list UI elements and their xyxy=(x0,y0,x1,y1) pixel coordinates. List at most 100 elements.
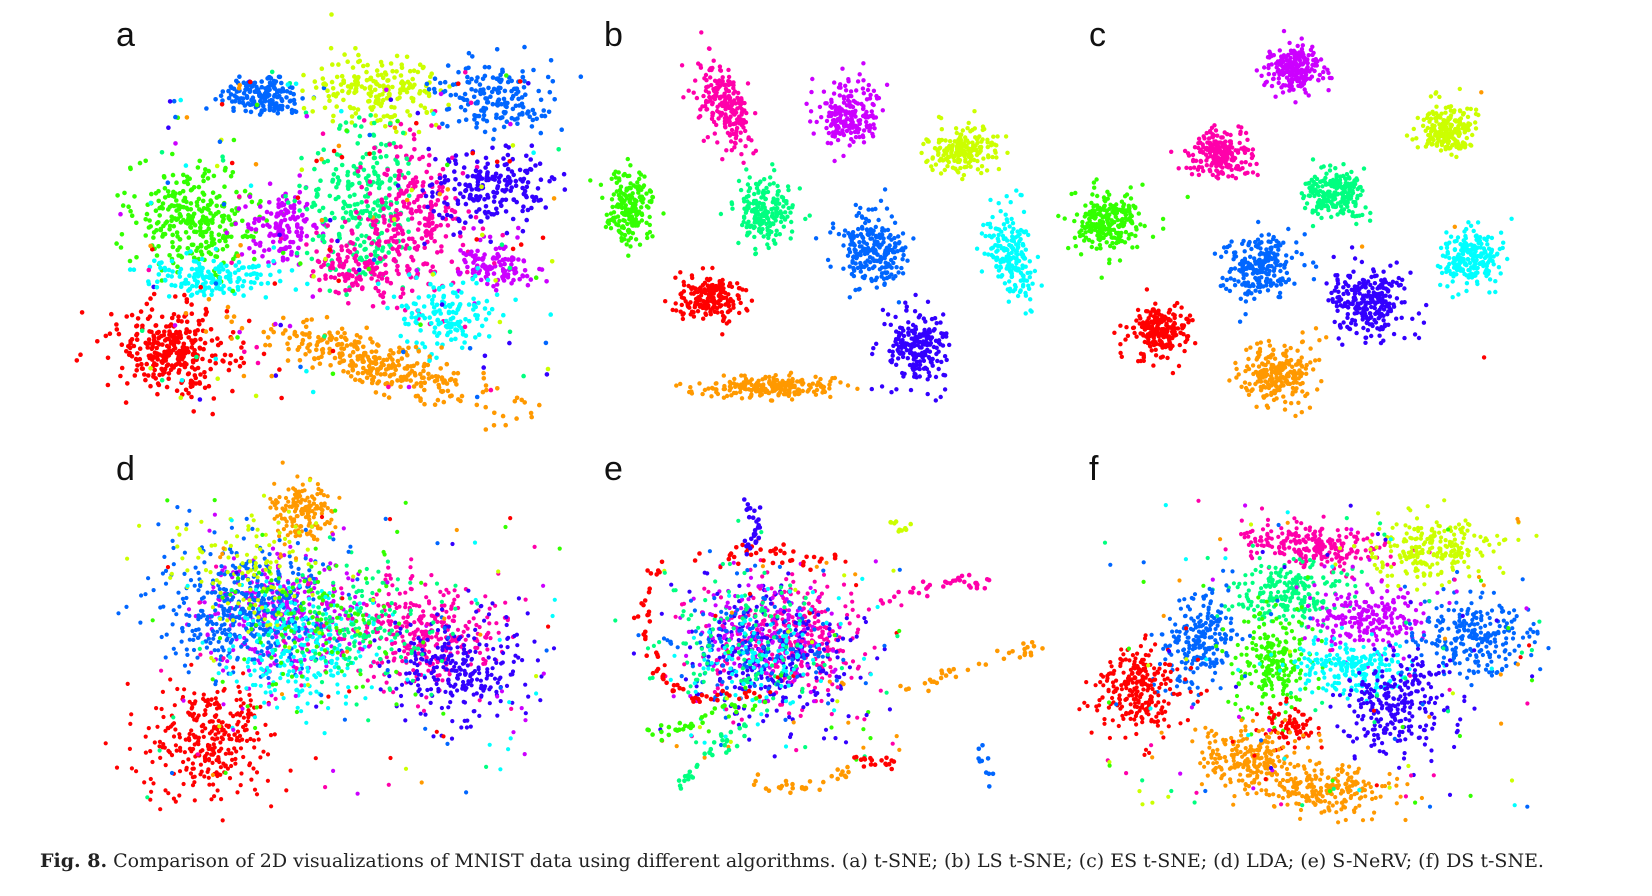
scatter-point xyxy=(211,396,217,401)
scatter-point xyxy=(404,156,410,161)
scatter-point xyxy=(417,220,422,226)
scatter-point xyxy=(285,341,290,347)
scatter-point xyxy=(387,121,393,126)
scatter-point xyxy=(272,281,278,286)
scatter-point xyxy=(448,213,454,219)
scatter-point xyxy=(1020,284,1026,289)
scatter-point xyxy=(186,235,192,240)
scatter-point xyxy=(422,88,427,94)
scatter-point xyxy=(323,276,328,281)
scatter-point xyxy=(445,212,450,218)
scatter-point xyxy=(378,59,384,65)
scatter-point xyxy=(885,250,891,256)
scatter-point xyxy=(202,370,207,375)
scatter-point xyxy=(857,118,863,123)
scatter-point xyxy=(522,44,527,50)
scatter-point xyxy=(247,194,253,199)
scatter-point xyxy=(454,328,460,333)
scatter-point xyxy=(206,168,212,174)
scatter-point xyxy=(1007,224,1012,229)
scatter-point xyxy=(416,204,422,210)
scatter-point xyxy=(163,221,168,226)
scatter-point xyxy=(772,241,777,246)
scatter-point xyxy=(331,172,337,177)
scatter-point xyxy=(148,224,153,229)
scatter-point xyxy=(144,301,150,307)
scatter-point xyxy=(370,261,375,266)
scatter-point xyxy=(395,183,401,188)
scatter-point xyxy=(516,96,521,102)
scatter-point xyxy=(353,269,359,275)
scatter-point xyxy=(405,305,411,310)
scatter-point xyxy=(237,364,243,369)
scatter-point xyxy=(322,105,328,111)
scatter-point xyxy=(538,177,544,182)
scatter-point xyxy=(265,222,270,228)
scatter-point xyxy=(892,235,897,241)
scatter-point xyxy=(1021,273,1026,278)
scatter-point xyxy=(304,368,309,374)
scatter-point xyxy=(230,288,236,294)
scatter-point xyxy=(850,109,855,115)
scatter-point xyxy=(303,352,308,357)
scatter-point xyxy=(738,300,743,306)
scatter-point xyxy=(355,141,361,146)
scatter-point xyxy=(740,222,745,228)
scatter-point xyxy=(362,86,368,91)
scatter-point xyxy=(319,156,324,162)
scatter-point xyxy=(343,210,349,215)
scatter-point xyxy=(387,115,393,120)
scatter-point xyxy=(326,94,332,99)
scatter-point xyxy=(856,251,861,257)
scatter-point xyxy=(243,108,248,114)
scatter-point xyxy=(470,54,475,59)
scatter-point xyxy=(153,323,158,328)
scatter-point xyxy=(154,285,160,290)
scatter-point xyxy=(481,370,486,376)
scatter-point xyxy=(708,66,714,71)
scatter-point xyxy=(132,194,137,199)
scatter-point xyxy=(757,218,762,223)
scatter-point xyxy=(175,264,180,270)
scatter-point xyxy=(1017,289,1023,295)
scatter-point xyxy=(480,226,486,231)
scatter-point xyxy=(281,315,286,321)
scatter-point xyxy=(477,82,483,87)
scatter-point xyxy=(482,64,488,70)
scatter-point xyxy=(741,160,746,165)
scatter-point xyxy=(359,184,365,190)
scatter-point xyxy=(504,119,510,124)
scatter-point xyxy=(876,95,882,101)
scatter-point xyxy=(176,359,182,365)
scatter-point xyxy=(438,366,444,371)
scatter-point xyxy=(216,232,222,237)
scatter-point xyxy=(253,227,259,232)
scatter-point xyxy=(789,219,794,225)
scatter-point xyxy=(228,279,233,285)
scatter-point xyxy=(267,105,273,110)
scatter-point xyxy=(418,383,424,389)
scatter-point xyxy=(482,353,488,359)
scatter-point xyxy=(469,87,474,92)
scatter-point xyxy=(208,327,214,332)
scatter-point xyxy=(154,362,159,368)
scatter-point xyxy=(734,128,739,134)
scatter-point xyxy=(309,317,315,322)
scatter-point xyxy=(905,356,910,361)
scatter-point xyxy=(388,202,394,207)
scatter-point xyxy=(232,270,238,276)
scatter-point xyxy=(329,79,335,85)
scatter-point xyxy=(736,178,742,184)
scatter-point xyxy=(536,88,541,94)
scatter-point xyxy=(462,340,467,345)
scatter-point xyxy=(438,80,443,86)
scatter-point xyxy=(184,205,189,211)
scatter-point xyxy=(700,391,705,397)
scatter-point xyxy=(127,345,133,351)
scatter-point xyxy=(297,183,302,189)
scatter-point xyxy=(881,276,887,281)
scatter-point xyxy=(745,182,751,187)
scatter-point xyxy=(350,65,356,70)
scatter-point xyxy=(880,108,885,113)
scatter-point xyxy=(170,232,175,238)
